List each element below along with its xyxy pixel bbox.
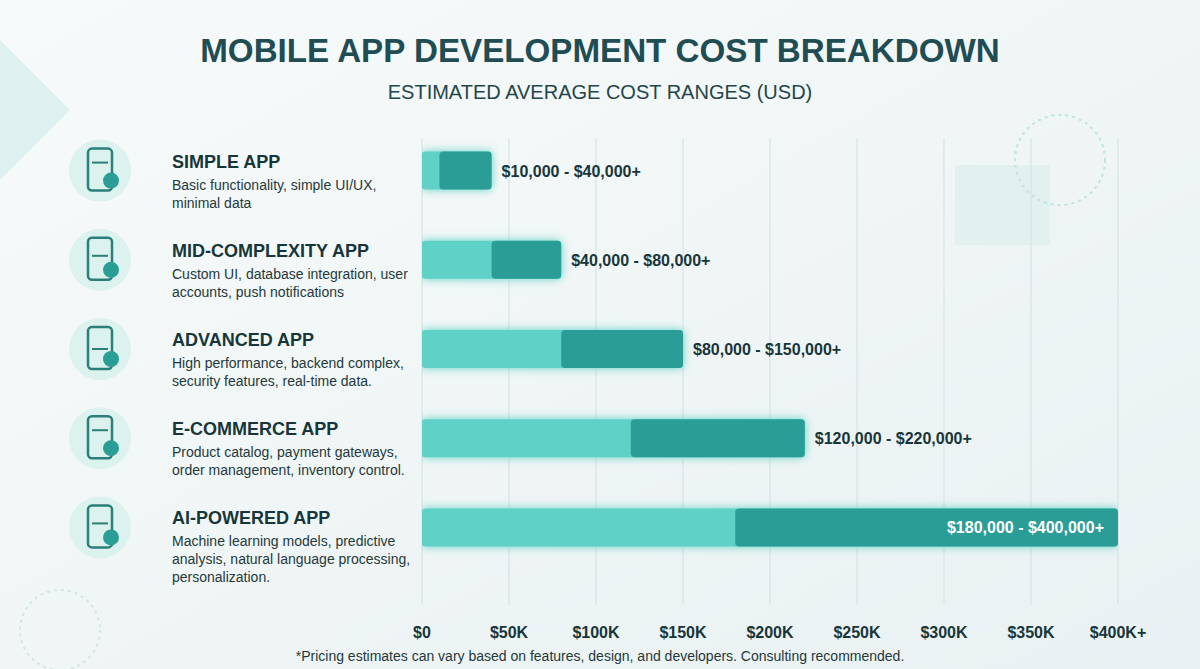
description-line: Machine learning models, predictive xyxy=(172,533,396,549)
icon-circle xyxy=(69,318,131,380)
icon-line xyxy=(92,348,108,350)
x-tick-label: $50K xyxy=(490,624,529,641)
bar-range xyxy=(439,152,491,190)
icon-line xyxy=(92,522,108,524)
icon-circle xyxy=(69,229,131,291)
icon-dot xyxy=(103,262,119,278)
background xyxy=(0,0,1200,669)
icon-line xyxy=(92,162,108,164)
icon-line xyxy=(92,429,108,431)
x-tick-labels: $0 $50K $100K $150K $200K $250K $300K $350K $400… xyxy=(413,624,1146,641)
category-description: Machine learning models, predictive analy… xyxy=(172,533,410,585)
x-tick-label: $350K xyxy=(1007,624,1055,641)
x-tick-label: $100K xyxy=(572,624,620,641)
category-description: Custom UI, database integration, user acc… xyxy=(172,266,408,300)
category-label: MID-COMPLEXITY APP xyxy=(172,241,369,261)
x-tick-label: $300K xyxy=(920,624,968,641)
title: MOBILE APP DEVELOPMENT COST BREAKDOWN xyxy=(200,32,999,69)
bar-range xyxy=(492,241,562,279)
description-line: minimal data xyxy=(172,195,252,211)
icon-circle xyxy=(69,496,131,558)
bars xyxy=(422,152,1118,547)
decoration xyxy=(20,590,100,669)
category-icon xyxy=(69,229,131,291)
bar-range xyxy=(631,419,805,457)
category-icon xyxy=(69,140,131,202)
data-label: $180,000 - $400,000+ xyxy=(947,519,1104,536)
description-line: security features, real-time data. xyxy=(172,373,372,389)
bar-range xyxy=(561,330,683,368)
bar-total xyxy=(422,330,683,368)
description-line: Product catalog, payment gateways, xyxy=(172,444,398,460)
description-line: High performance, backend complex, xyxy=(172,355,404,371)
data-label: $40,000 - $80,000+ xyxy=(571,252,710,269)
description-line: accounts, push notifications xyxy=(172,284,344,300)
icon-line xyxy=(92,255,108,257)
x-tick-label: $0 xyxy=(413,624,431,641)
category-description: High performance, backend complex, securi… xyxy=(172,355,404,389)
decoration xyxy=(0,40,70,180)
data-label: $10,000 - $40,000+ xyxy=(502,163,641,180)
subtitle: ESTIMATED AVERAGE COST RANGES (USD) xyxy=(388,81,813,103)
footnote: *Pricing estimates can vary based on fea… xyxy=(296,648,905,664)
icon-dot xyxy=(103,440,119,456)
bar-total xyxy=(422,419,805,457)
decoration xyxy=(955,165,1050,245)
category-label: ADVANCED APP xyxy=(172,330,314,350)
data-label: $120,000 - $220,000+ xyxy=(815,430,972,447)
category-label: E-COMMERCE APP xyxy=(172,419,338,439)
x-tick-label: $400K+ xyxy=(1090,624,1147,641)
grid xyxy=(422,138,1118,605)
description-line: order management, inventory control. xyxy=(172,462,405,478)
bar-total xyxy=(422,508,1118,546)
icon-dot xyxy=(103,529,119,545)
icon-circle xyxy=(69,140,131,202)
category-labels: SIMPLE APP Basic functionality, simple UI… xyxy=(69,140,410,586)
category-label: AI-POWERED APP xyxy=(172,508,330,528)
icon-dot xyxy=(103,173,119,189)
chart: MOBILE APP DEVELOPMENT COST BREAKDOWN EST… xyxy=(0,0,1200,669)
category-label: SIMPLE APP xyxy=(172,152,280,172)
description-line: analysis, natural language processing, xyxy=(172,551,410,567)
category-icon xyxy=(69,496,131,558)
x-tick-label: $150K xyxy=(659,624,707,641)
category-icon xyxy=(69,407,131,469)
description-line: personalization. xyxy=(172,569,270,585)
x-tick-label: $250K xyxy=(833,624,881,641)
description-line: Custom UI, database integration, user xyxy=(172,266,408,282)
description-line: Basic functionality, simple UI/UX, xyxy=(172,177,376,193)
category-icon xyxy=(69,318,131,380)
icon-dot xyxy=(103,351,119,367)
bar-total xyxy=(422,152,492,190)
data-labels: $10,000 - $40,000+ $40,000 - $80,000+ $80,… xyxy=(502,163,1104,537)
icon-circle xyxy=(69,407,131,469)
decoration xyxy=(1015,115,1105,205)
data-label: $80,000 - $150,000+ xyxy=(693,341,841,358)
category-description: Product catalog, payment gateways, order … xyxy=(172,444,405,478)
bar-total xyxy=(422,241,561,279)
x-tick-label: $200K xyxy=(746,624,794,641)
category-description: Basic functionality, simple UI/UX, minima… xyxy=(172,177,376,211)
bar-range xyxy=(735,508,1118,546)
